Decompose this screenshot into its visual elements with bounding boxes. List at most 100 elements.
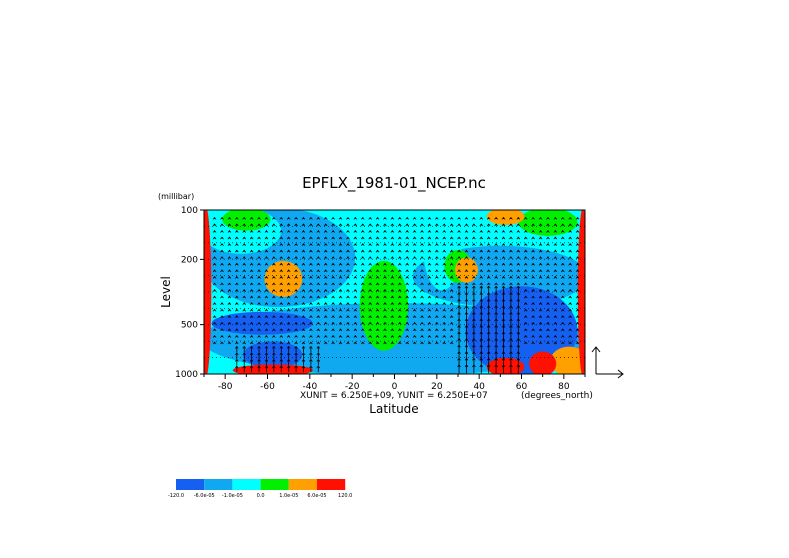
flux-arrowhead [279,229,284,233]
flux-arrowhead [427,216,432,220]
flux-arrowhead [405,302,409,305]
flux-arrowhead [286,365,291,369]
flux-arrowhead [249,302,254,305]
flux-arrowhead [242,315,246,319]
flux-arrowhead [435,236,439,240]
flux-arrowhead [346,334,350,338]
flux-arrowhead [442,229,447,233]
flux-arrowhead [301,243,306,246]
flux-arrowhead [346,216,350,220]
flux-arrowhead [553,282,558,286]
flux-arrowhead [309,236,313,240]
flux-arrowhead [235,249,239,253]
flux-arrowhead [405,229,409,233]
flux-arrowhead [264,275,269,279]
flux-arrowhead [575,216,580,220]
flux-arrowhead [375,262,380,266]
flux-arrowhead [479,311,484,315]
flux-arrowhead [427,223,432,227]
flux-arrowhead [538,262,543,266]
flux-arrowhead [235,256,239,260]
flux-arrowhead [538,229,543,233]
flux-arrowhead [457,344,461,348]
flux-arrowhead [405,282,409,286]
flux-arrowhead [279,341,284,345]
flux-arrowhead [360,289,365,292]
flux-arrowhead [346,302,350,305]
flux-arrowhead [464,344,469,348]
flux-arrowhead [279,315,284,319]
flux-arrowhead [457,311,461,315]
flux-arrowhead [568,256,572,260]
flux-arrowhead [501,338,506,341]
flux-arrowhead [398,229,402,233]
flux-arrowhead [294,328,298,332]
flux-arrowhead [338,262,343,266]
flux-arrowhead [323,223,328,227]
flux-arrowhead [316,321,321,325]
flux-arrowhead [294,345,298,349]
flux-arrowhead [383,302,387,305]
flux-arrowhead [264,302,269,305]
flux-arrowhead [501,275,506,279]
y-tick-label: 1000 [175,370,198,380]
flux-arrowhead [442,243,447,246]
flux-arrowhead [323,282,328,286]
flux-arrowhead [301,262,306,266]
flux-arrowhead [420,256,424,260]
contour-fill-layer [204,210,585,374]
flux-arrowhead [368,269,372,273]
flux-arrowhead [486,324,491,328]
flux-arrowhead [546,262,550,266]
flux-arrowhead [249,223,254,227]
flux-arrowhead [286,282,291,286]
flux-arrowhead [464,236,469,240]
contour-region [486,357,525,374]
flux-arrowhead [264,341,269,345]
flux-arrowhead [272,223,276,227]
flux-arrowhead [435,289,439,292]
flux-arrowhead [375,249,380,253]
flux-arrowhead [264,289,269,292]
flux-arrowhead [435,282,439,286]
flux-arrowhead [257,341,261,345]
flux-arrowhead [405,308,409,312]
flux-arrowhead [242,295,246,299]
flux-arrowhead [412,262,417,266]
flux-arrowhead [264,216,269,220]
flux-arrowhead [486,243,491,246]
flux-arrowhead [531,223,535,227]
flux-arrowhead [494,344,498,348]
flux-arrowhead [331,289,335,292]
flux-arrowhead [264,223,269,227]
flux-arrowhead [257,243,261,246]
flux-arrowhead [553,321,558,325]
flux-arrowhead [523,236,528,240]
flux-arrowhead [249,328,254,332]
flux-arrowhead [368,262,372,266]
flux-arrowhead [331,256,335,260]
flux-arrowhead [435,229,439,233]
flux-arrowhead [257,308,261,312]
flux-arrowhead [479,351,484,354]
flux-arrowhead [212,256,217,260]
flux-arrowhead [464,229,469,233]
flux-arrowhead [546,243,550,246]
flux-arrowhead [272,289,276,292]
flux-arrowhead [220,315,224,319]
flux-arrowhead [523,321,528,325]
flux-arrowhead [390,223,395,227]
flux-arrowhead [575,321,580,325]
flux-arrowhead [272,256,276,260]
flux-arrowhead [242,236,246,240]
flux-arrowhead [286,295,291,299]
flux-arrowhead [523,308,528,312]
flux-arrowhead [568,334,572,338]
flux-arrowhead [442,295,447,299]
flux-arrowhead [501,262,506,266]
flux-arrowhead [531,262,535,266]
flux-arrowhead [546,269,550,273]
flux-arrowhead [390,295,395,299]
flux-arrowhead [575,243,580,246]
flux-arrowhead [560,341,565,345]
